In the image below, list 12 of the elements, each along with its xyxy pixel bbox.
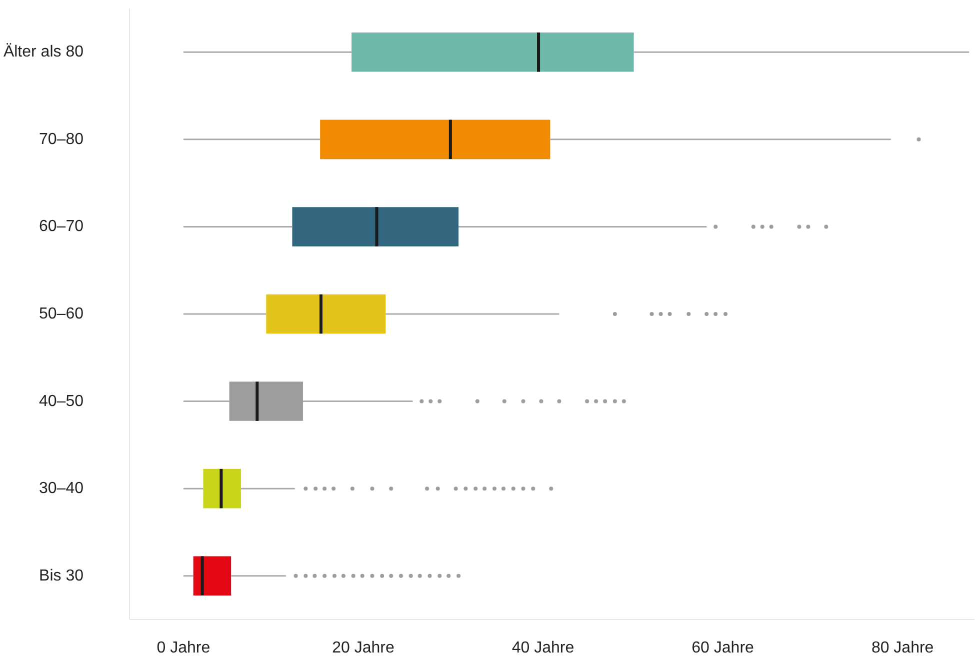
y-tick-label: Bis 30	[39, 567, 84, 584]
x-tick-label: 0 Jahre	[156, 640, 210, 656]
x-tick-label: 60 Jahre	[692, 640, 754, 656]
x-tick-label: 40 Jahre	[512, 640, 574, 656]
y-tick-label: 70–80	[39, 130, 84, 148]
y-tick-label: 50–60	[39, 306, 84, 322]
y-tick-label: 60–70	[39, 218, 84, 236]
y-tick-label: Älter als 80	[3, 42, 84, 61]
x-tick-label: 80 Jahre	[871, 640, 934, 656]
y-tick-label: 40–50	[39, 392, 84, 410]
y-tick-label: 30–40	[39, 480, 84, 498]
x-tick-label: 20 Jahre	[332, 640, 394, 656]
